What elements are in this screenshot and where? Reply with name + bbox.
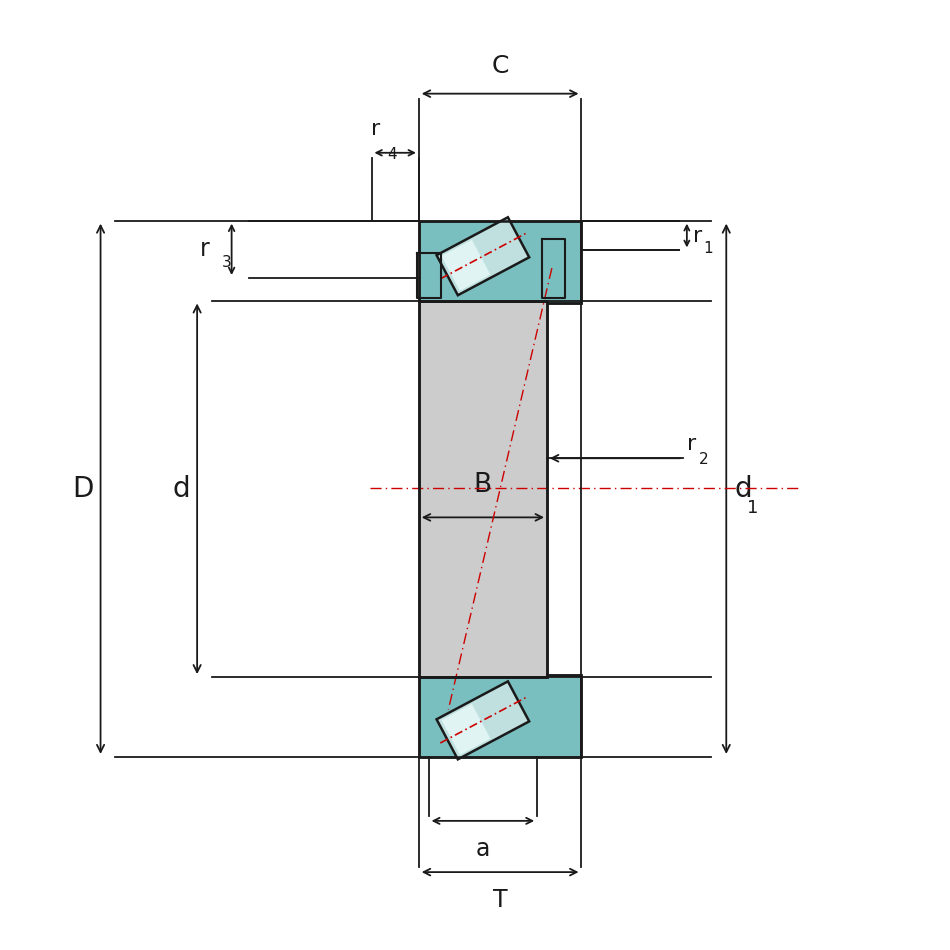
Text: 1: 1 xyxy=(704,241,713,256)
Text: 1: 1 xyxy=(747,499,758,517)
Text: D: D xyxy=(72,475,93,503)
Text: 2: 2 xyxy=(698,452,709,467)
Polygon shape xyxy=(419,675,581,757)
Text: C: C xyxy=(491,54,509,78)
Text: r: r xyxy=(693,225,702,245)
Text: B: B xyxy=(474,471,492,498)
Text: r: r xyxy=(687,434,696,454)
Polygon shape xyxy=(442,239,490,291)
Text: d: d xyxy=(173,475,190,503)
Text: r: r xyxy=(370,119,380,139)
Polygon shape xyxy=(442,704,490,755)
Polygon shape xyxy=(437,681,529,759)
Text: T: T xyxy=(493,888,507,912)
Text: d: d xyxy=(734,475,751,503)
Polygon shape xyxy=(419,220,581,302)
Text: r: r xyxy=(200,238,210,261)
Polygon shape xyxy=(437,218,529,295)
Polygon shape xyxy=(419,300,547,677)
Text: a: a xyxy=(476,837,490,861)
Text: 3: 3 xyxy=(221,256,232,270)
Text: 4: 4 xyxy=(388,147,397,162)
